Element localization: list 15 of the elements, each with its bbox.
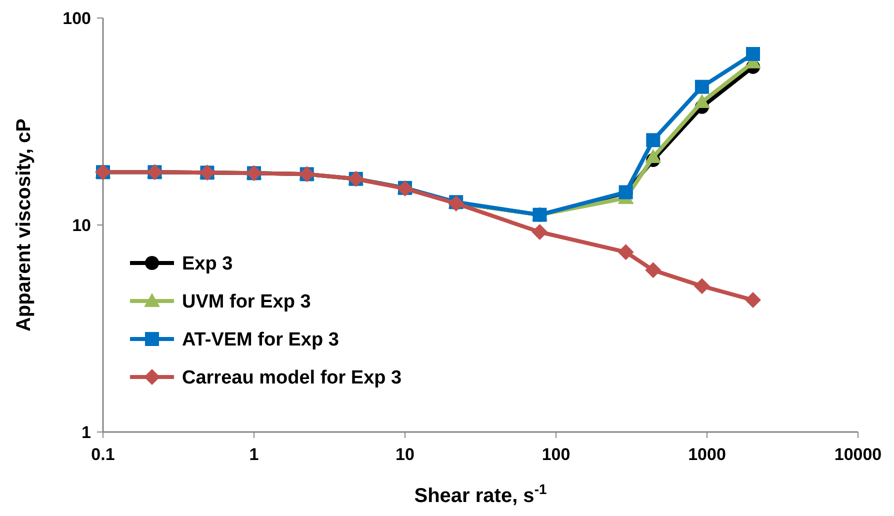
legend-label: Carreau model for Exp 3 bbox=[182, 368, 402, 389]
legend-label: AT-VEM for Exp 3 bbox=[182, 330, 339, 351]
legend-label: UVM for Exp 3 bbox=[182, 292, 311, 313]
x-axis-title: Shear rate, s$^{-1}$ bbox=[414, 481, 547, 507]
y-tick-label: 100 bbox=[62, 8, 91, 28]
x-tick-label: 0.1 bbox=[91, 445, 115, 464]
x-tick-label: 10 bbox=[396, 445, 414, 464]
legend-label: Exp 3 bbox=[182, 254, 233, 275]
y-axis-title: Apparent viscosity, cP bbox=[13, 118, 35, 332]
x-tick-label: 100 bbox=[542, 445, 570, 464]
y-tick-label: 10 bbox=[72, 216, 91, 235]
y-tick-label: 1 bbox=[82, 422, 91, 442]
x-tick-label: 1000 bbox=[688, 445, 726, 464]
x-tick-label: 10000 bbox=[834, 445, 882, 464]
x-tick-label: 1 bbox=[249, 445, 259, 464]
